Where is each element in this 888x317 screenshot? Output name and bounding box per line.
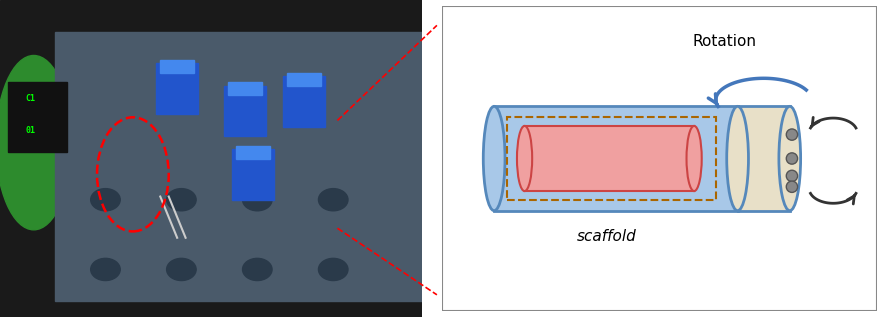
Bar	[507, 117, 716, 200]
Bar	[738, 106, 789, 211]
Text: Rotation: Rotation	[693, 34, 757, 49]
Bar	[525, 126, 694, 191]
Circle shape	[786, 129, 797, 140]
Bar	[55, 32, 422, 301]
Ellipse shape	[779, 106, 801, 211]
Circle shape	[242, 189, 272, 211]
Ellipse shape	[686, 126, 702, 191]
Ellipse shape	[483, 106, 505, 211]
Bar	[156, 63, 198, 114]
Circle shape	[167, 189, 196, 211]
Circle shape	[319, 189, 348, 211]
Circle shape	[786, 170, 797, 182]
Circle shape	[786, 181, 797, 192]
Ellipse shape	[0, 55, 72, 230]
Circle shape	[242, 258, 272, 281]
Ellipse shape	[517, 126, 532, 191]
Circle shape	[167, 258, 196, 281]
Circle shape	[91, 189, 120, 211]
Bar	[160, 60, 194, 73]
Ellipse shape	[726, 106, 749, 211]
Bar	[224, 86, 266, 136]
Bar	[8, 82, 67, 152]
Bar	[236, 146, 270, 158]
Circle shape	[319, 258, 348, 281]
Bar	[227, 82, 261, 95]
Text: C1: C1	[25, 94, 36, 103]
Bar	[282, 76, 325, 127]
Bar	[494, 106, 738, 211]
Bar	[232, 149, 274, 200]
Text: scaffold: scaffold	[577, 229, 637, 244]
Circle shape	[91, 258, 120, 281]
Bar	[287, 73, 321, 86]
Text: 01: 01	[25, 126, 36, 135]
Circle shape	[786, 153, 797, 164]
